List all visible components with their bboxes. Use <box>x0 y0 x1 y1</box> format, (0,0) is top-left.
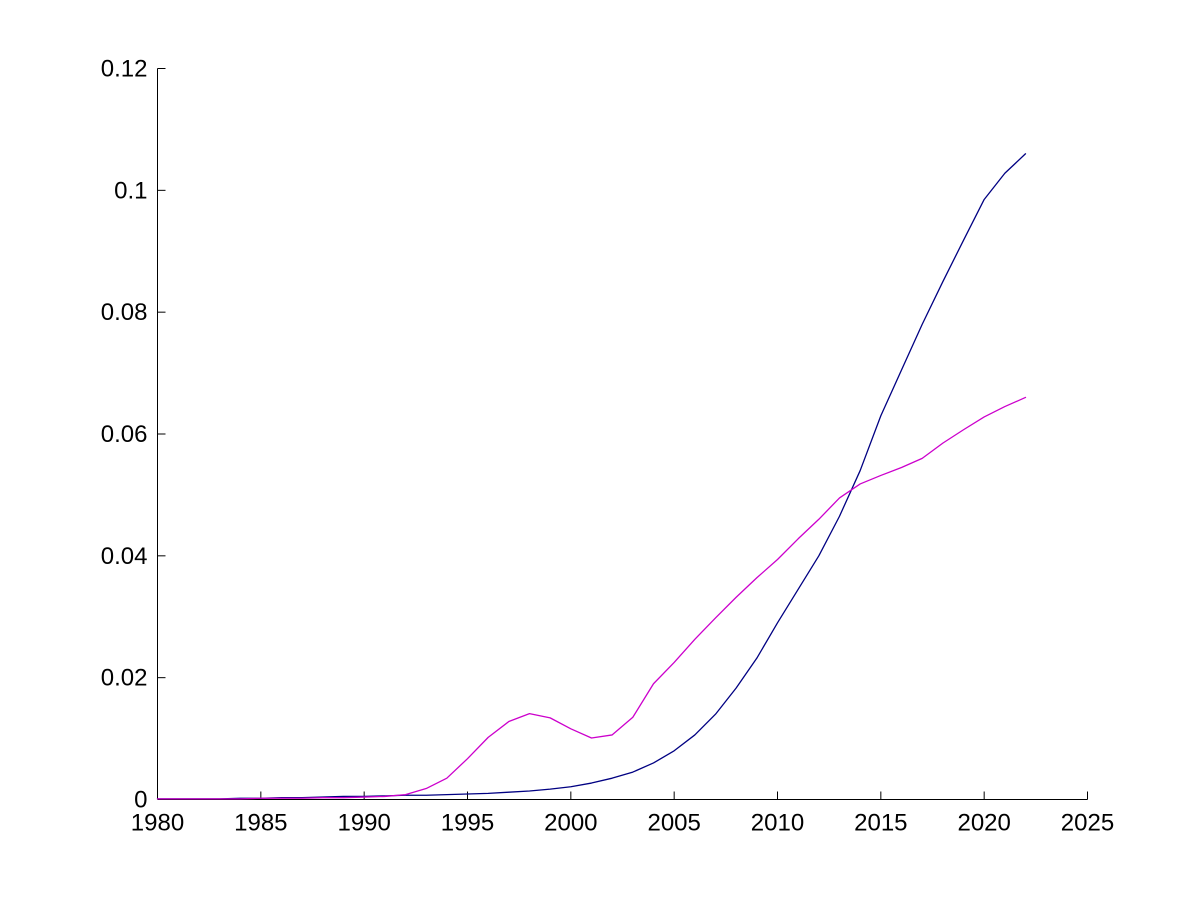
x-tick-label: 2005 <box>647 810 700 837</box>
y-tick-label: 0.08 <box>101 299 148 326</box>
series-1-dark-blue-line <box>156 153 1027 800</box>
x-tick-label: 1980 <box>131 810 184 837</box>
x-tick-label: 2015 <box>854 810 907 837</box>
x-tick-label: 2000 <box>544 810 597 837</box>
series-group <box>156 153 1027 800</box>
x-tick-label: 1995 <box>441 810 494 837</box>
x-tick-label: 2025 <box>1061 810 1114 837</box>
y-tick-label: 0.1 <box>114 177 147 204</box>
series-2-magenta-line <box>156 396 1027 800</box>
y-tick-label: 0.02 <box>101 665 148 692</box>
x-tick-label: 2010 <box>751 810 804 837</box>
y-tick-label: 0.04 <box>101 543 148 570</box>
axes-group: 1980 1985 1990 1995 2000 2005 2010 2015 2020 2025… <box>101 56 1114 837</box>
y-tick-label: 0.12 <box>101 56 148 83</box>
y-tick-label: 0.06 <box>101 421 148 448</box>
x-tick-label: 2020 <box>957 810 1010 837</box>
x-tick-label: 1990 <box>337 810 390 837</box>
x-tick-label: 1985 <box>234 810 287 837</box>
y-tick-label: 0 <box>134 787 147 814</box>
